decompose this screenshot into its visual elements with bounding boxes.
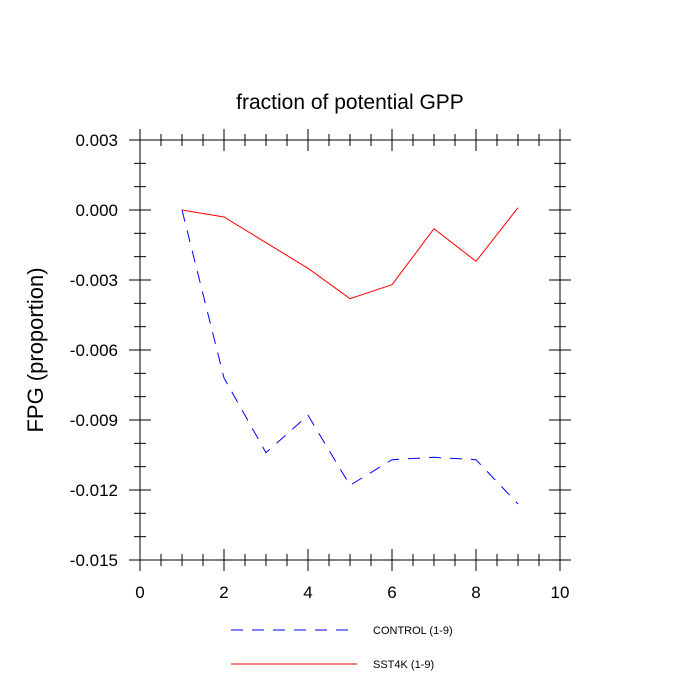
- chart-title: fraction of potential GPP: [236, 91, 464, 114]
- y-tick-label: -0.015: [70, 551, 118, 570]
- y-tick-label: -0.006: [70, 341, 118, 360]
- y-tick-label: 0.003: [75, 131, 118, 150]
- x-tick-label: 2: [219, 583, 228, 602]
- legend-label: CONTROL (1-9): [373, 625, 453, 637]
- x-tick-label: 8: [471, 583, 480, 602]
- axis-ticks: [129, 129, 571, 571]
- x-tick-label: 0: [135, 583, 144, 602]
- y-tick-label: -0.003: [70, 271, 118, 290]
- x-tick-label: 4: [303, 583, 312, 602]
- x-tick-label: 6: [387, 583, 396, 602]
- y-tick-label: 0.000: [75, 201, 118, 220]
- x-tick-label: 10: [551, 583, 570, 602]
- legend: CONTROL (1-9) SST4K (1-9): [231, 625, 453, 671]
- y-axis-label: FPG (proportion): [23, 267, 48, 432]
- series-line-sst4k: [181, 207, 519, 300]
- series-line-control: [181, 209, 519, 505]
- axis-tick-labels: 0 2 4 6 8 10 0.003 0.000 -0.003 -0.006 -0.009 -0.01…: [70, 131, 570, 602]
- series-lines: [181, 207, 519, 505]
- y-tick-label: -0.009: [70, 411, 118, 430]
- y-tick-label: -0.012: [70, 481, 118, 500]
- legend-label: SST4K (1-9): [373, 659, 434, 671]
- plot-frame: [139, 139, 561, 561]
